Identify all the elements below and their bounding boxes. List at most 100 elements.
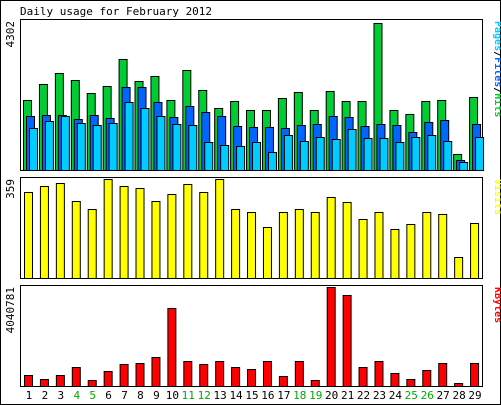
bar-kbytes-day-4 bbox=[71, 367, 81, 387]
x-tick-label-day-2: 2 bbox=[42, 389, 49, 402]
x-tick-label-day-28: 28 bbox=[452, 389, 465, 402]
x-tick-label-day-5: 5 bbox=[89, 389, 96, 402]
bar-visits-day-11 bbox=[183, 184, 193, 279]
bar-pages-day-25 bbox=[411, 137, 421, 171]
legend-entry: Visits bbox=[492, 179, 501, 215]
bar-kbytes-day-19 bbox=[310, 380, 320, 387]
bar-visits-day-22 bbox=[358, 219, 368, 279]
bar-visits-day-1 bbox=[24, 192, 33, 279]
bar-pages-day-9 bbox=[156, 116, 166, 171]
x-tick-label-day-25: 25 bbox=[405, 389, 418, 402]
x-tick-label-day-11: 11 bbox=[182, 389, 195, 402]
bar-pages-day-26 bbox=[427, 135, 437, 171]
bar-kbytes-day-10 bbox=[167, 308, 177, 387]
bar-pages-day-6 bbox=[108, 123, 118, 171]
bar-pages-day-4 bbox=[76, 123, 86, 171]
visits-max-label: 359 bbox=[4, 179, 17, 199]
bar-pages-day-10 bbox=[172, 124, 182, 171]
x-tick-label-day-19: 19 bbox=[309, 389, 322, 402]
bar-visits-day-24 bbox=[390, 229, 400, 279]
bar-kbytes-day-16 bbox=[262, 361, 272, 387]
kbytes-max-label: 4040781 bbox=[4, 287, 17, 333]
x-tick-label-day-8: 8 bbox=[137, 389, 144, 402]
bar-pages-day-22 bbox=[363, 138, 373, 171]
x-tick-label-day-22: 22 bbox=[357, 389, 370, 402]
bar-visits-day-14 bbox=[231, 209, 241, 279]
bar-pages-day-2 bbox=[44, 121, 54, 171]
bar-pages-day-8 bbox=[140, 108, 150, 171]
x-tick-label-day-15: 15 bbox=[245, 389, 258, 402]
bar-pages-day-1 bbox=[29, 128, 38, 171]
bar-pages-day-28 bbox=[459, 162, 469, 171]
bar-visits-day-13 bbox=[215, 179, 225, 279]
bar-pages-day-12 bbox=[204, 142, 214, 171]
visits-panel: 359 Visits bbox=[4, 177, 501, 279]
x-tick-label-day-6: 6 bbox=[105, 389, 112, 402]
bar-visits-day-8 bbox=[135, 188, 145, 279]
legend-entry: Pages bbox=[492, 21, 501, 51]
chart-title: Daily usage for February 2012 bbox=[20, 5, 212, 18]
bar-visits-day-4 bbox=[71, 201, 81, 279]
bar-kbytes-day-11 bbox=[183, 361, 193, 387]
bar-kbytes-day-21 bbox=[342, 295, 352, 387]
bar-kbytes-day-29 bbox=[470, 363, 480, 387]
bar-pages-day-19 bbox=[315, 137, 325, 171]
x-tick-label-day-24: 24 bbox=[389, 389, 403, 402]
series-visits bbox=[24, 179, 480, 279]
bar-kbytes-day-14 bbox=[231, 367, 241, 387]
bar-visits-day-29 bbox=[470, 223, 480, 279]
bar-visits-day-5 bbox=[87, 209, 97, 279]
bar-visits-day-10 bbox=[167, 194, 177, 279]
bar-kbytes-day-18 bbox=[294, 361, 304, 387]
bar-kbytes-day-9 bbox=[151, 357, 161, 387]
x-tick-label-day-1: 1 bbox=[26, 389, 33, 402]
bar-visits-day-2 bbox=[39, 186, 49, 279]
bar-pages-day-18 bbox=[299, 141, 309, 171]
bar-pages-day-29 bbox=[475, 137, 485, 171]
legend-entry: KBytes bbox=[492, 287, 501, 323]
x-tick-label-day-9: 9 bbox=[153, 389, 160, 402]
bar-pages-day-23 bbox=[379, 138, 389, 171]
bar-kbytes-day-17 bbox=[278, 376, 288, 387]
legend-entry: / bbox=[492, 87, 501, 93]
x-tick-label-day-27: 27 bbox=[437, 389, 450, 402]
bar-pages-day-17 bbox=[283, 135, 293, 171]
x-tick-label-day-20: 20 bbox=[325, 389, 338, 402]
x-tick-label-day-23: 23 bbox=[373, 389, 386, 402]
hits-files-pages-max-label: 4302 bbox=[4, 21, 17, 48]
x-tick-label-day-4: 4 bbox=[73, 389, 80, 402]
bar-pages-day-13 bbox=[220, 145, 230, 171]
x-tick-label-day-29: 29 bbox=[468, 389, 481, 402]
bar-kbytes-day-15 bbox=[247, 369, 257, 387]
bar-kbytes-day-3 bbox=[55, 375, 65, 387]
kbytes-legend: KBytes bbox=[492, 287, 501, 323]
bar-visits-day-25 bbox=[406, 224, 416, 279]
bar-kbytes-day-5 bbox=[87, 380, 97, 387]
bar-pages-day-11 bbox=[188, 125, 198, 171]
x-tick-label-day-10: 10 bbox=[166, 389, 179, 402]
bar-pages-day-16 bbox=[267, 152, 277, 171]
x-tick-label-day-18: 18 bbox=[293, 389, 306, 402]
bar-visits-day-17 bbox=[278, 212, 288, 279]
visits-legend: Visits bbox=[492, 179, 501, 215]
hits-files-pages-legend: Pages/Files/Hits bbox=[492, 21, 501, 117]
legend-entry: Files bbox=[492, 57, 501, 87]
x-tick-label-day-21: 21 bbox=[341, 389, 354, 402]
bar-visits-day-12 bbox=[199, 192, 209, 279]
x-tick-label-day-14: 14 bbox=[229, 389, 243, 402]
series-pages bbox=[29, 102, 485, 171]
bar-pages-day-7 bbox=[124, 102, 134, 171]
bar-visits-day-3 bbox=[55, 183, 65, 279]
x-tick-label-day-26: 26 bbox=[421, 389, 434, 402]
bar-pages-day-20 bbox=[331, 139, 341, 171]
bar-visits-day-7 bbox=[119, 186, 129, 279]
bar-visits-day-6 bbox=[103, 179, 113, 279]
x-tick-label-day-16: 16 bbox=[261, 389, 274, 402]
series-kbytes bbox=[24, 287, 480, 387]
bar-kbytes-day-7 bbox=[119, 364, 129, 387]
bar-pages-day-3 bbox=[60, 116, 70, 171]
bar-kbytes-day-2 bbox=[39, 379, 49, 387]
